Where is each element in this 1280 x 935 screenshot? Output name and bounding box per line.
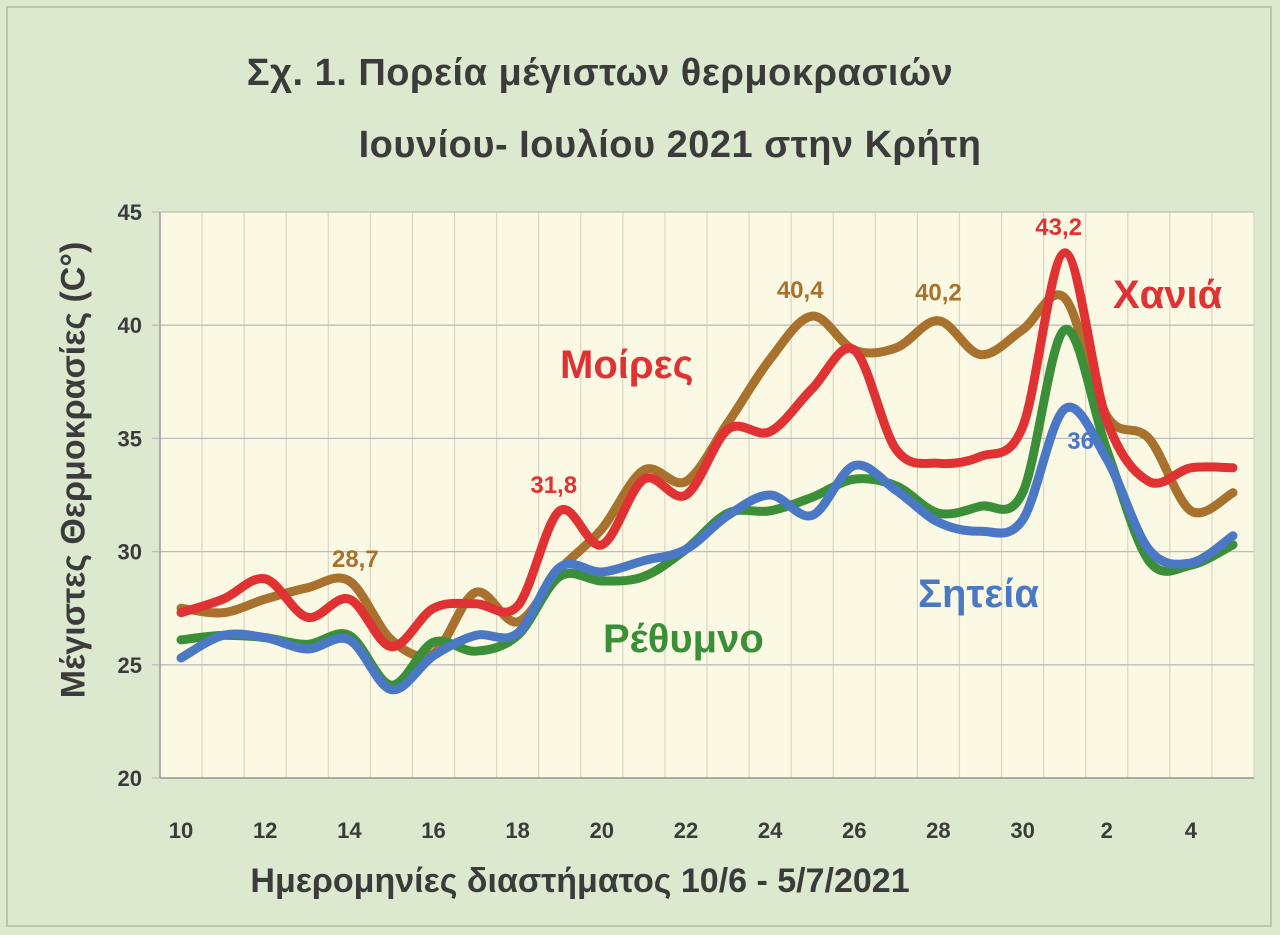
x-tick-label: 14 xyxy=(337,818,362,843)
data-label: 36 xyxy=(1067,428,1094,455)
x-tick-label: 4 xyxy=(1185,818,1198,843)
series-lines xyxy=(176,248,1238,695)
x-tick-label: 18 xyxy=(505,818,529,843)
chart-subtitle: Ιουνίου- Ιουλίου 2021 στην Κρήτη xyxy=(358,124,982,166)
chart-title: Σχ. 1. Πορεία μέγιστων θερμοκρασιών xyxy=(246,52,954,94)
x-tick-label: 2 xyxy=(1101,818,1113,843)
x-tick-label: 26 xyxy=(842,818,866,843)
data-label: 40,2 xyxy=(915,280,962,307)
y-tick-label: 20 xyxy=(118,766,142,791)
y-axis-title: Μέγιστες Θερμοκρασίες (C°) xyxy=(54,241,93,699)
x-axis-title: Ημερομηνίες διαστήματος 10/6 - 5/7/2021 xyxy=(250,862,910,900)
x-tick-label: 20 xyxy=(590,818,614,843)
y-tick-label: 25 xyxy=(118,653,142,678)
series-label-rethymno: Ρέθυμνο xyxy=(603,617,764,661)
data-label: 28,7 xyxy=(332,546,379,573)
series-label-moires: Μοίρες xyxy=(560,343,693,387)
y-tick-label: 40 xyxy=(118,313,142,338)
annotations: Χανιά Μοίρες Ρέθυμνο Σητεία 28,7 31,8 40,4… xyxy=(332,214,1223,661)
y-tick-label: 30 xyxy=(118,540,142,565)
series-line-siteia xyxy=(176,402,1238,695)
data-label: 31,8 xyxy=(530,472,577,499)
data-label: 43,2 xyxy=(1035,214,1082,241)
x-tick-label: 30 xyxy=(1010,818,1034,843)
x-tick-label: 16 xyxy=(421,818,445,843)
x-tick-label: 28 xyxy=(926,818,950,843)
data-label: 40,4 xyxy=(777,277,824,304)
x-tick-label: 12 xyxy=(253,818,277,843)
y-tick-label: 35 xyxy=(118,426,142,451)
series-label-siteia: Σητεία xyxy=(918,572,1039,616)
x-tick-label: 10 xyxy=(169,818,193,843)
series-label-chania: Χανιά xyxy=(1113,273,1223,317)
x-tick-label: 24 xyxy=(758,818,783,843)
x-tick-label: 22 xyxy=(674,818,698,843)
y-tick-label: 45 xyxy=(118,200,142,225)
series-line-chania xyxy=(176,248,1238,652)
